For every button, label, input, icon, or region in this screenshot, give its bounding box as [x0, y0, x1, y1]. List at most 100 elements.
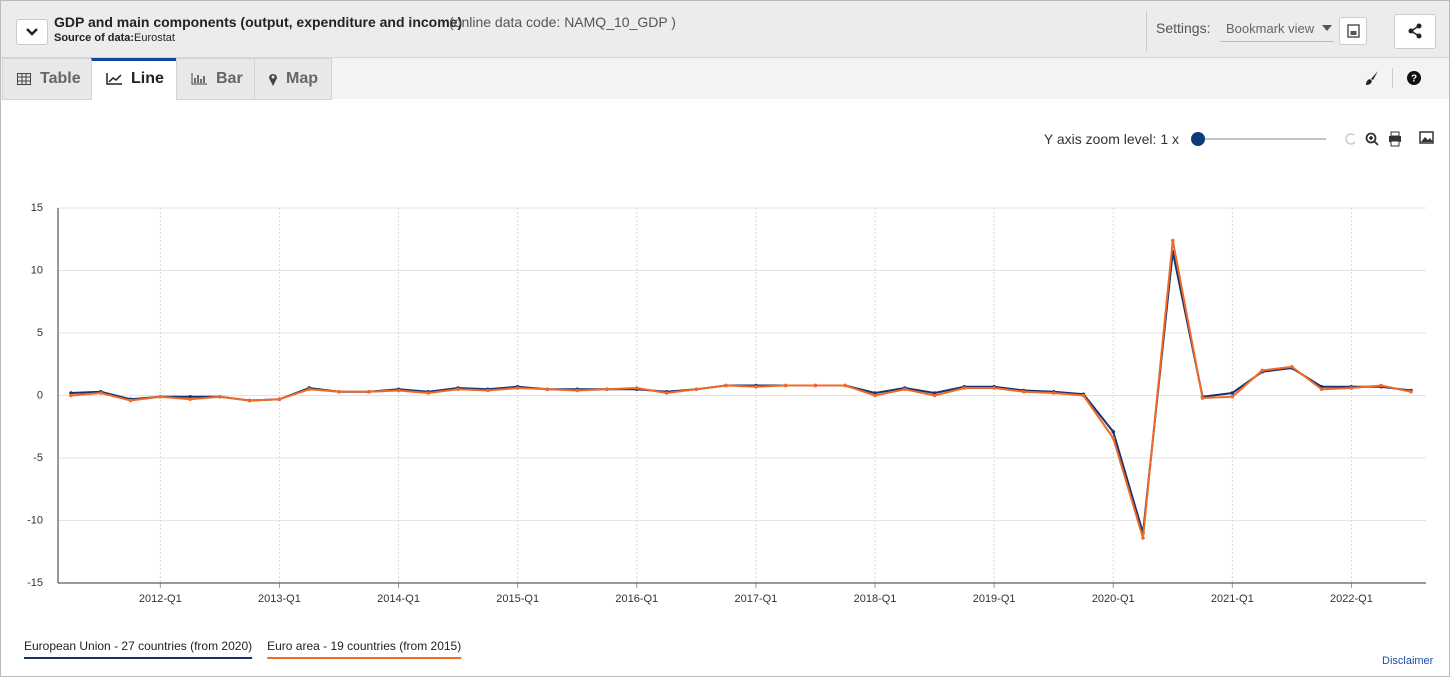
data-point [188, 394, 192, 399]
share-icon [1408, 23, 1422, 39]
data-point [1170, 238, 1175, 243]
data-point [1051, 391, 1056, 395]
dropdown-arrow [1322, 25, 1332, 31]
data-point [1319, 387, 1324, 392]
zoom-slider-handle[interactable] [1191, 132, 1205, 146]
save-button[interactable] [1339, 17, 1367, 45]
y-tick-label: 15 [31, 202, 43, 214]
zoom-icon[interactable] [1365, 132, 1379, 146]
data-point [962, 386, 967, 390]
legend-label: European Union - 27 countries (from 2020… [24, 639, 252, 653]
x-tick-label: 2019-Q1 [973, 593, 1016, 605]
data-point [1379, 383, 1384, 388]
data-point [873, 391, 877, 395]
data-point [188, 397, 192, 402]
y-tick-label: 10 [31, 264, 43, 276]
tab-label: Map [286, 70, 318, 87]
y-tick-label: -10 [27, 514, 43, 526]
data-point [1022, 389, 1026, 394]
data-point [1200, 396, 1205, 400]
data-point [396, 388, 401, 393]
tab-bar: Table Line Bar Map ? [1, 58, 1449, 100]
legend-item[interactable]: Euro area - 19 countries (from 2015) [267, 639, 461, 659]
data-point [69, 391, 73, 395]
print-icon[interactable] [1389, 131, 1401, 147]
data-point [1081, 393, 1086, 398]
data-point [337, 389, 341, 394]
data-point [1230, 391, 1235, 395]
data-point [694, 387, 699, 392]
data-point [1230, 394, 1235, 399]
dataset-title: GDP and main components (output, expendi… [54, 14, 463, 30]
data-point [545, 387, 550, 392]
x-tick-label: 2021-Q1 [1211, 593, 1254, 605]
svg-text:?: ? [1411, 74, 1417, 85]
x-tick-label: 2013-Q1 [258, 593, 301, 605]
legend-label: Euro area - 19 countries (from 2015) [267, 639, 461, 653]
data-point [1409, 389, 1413, 394]
dropdown-value: Bookmark view [1226, 21, 1315, 36]
bookmark-dropdown[interactable]: Bookmark view [1220, 15, 1334, 42]
share-button[interactable] [1394, 14, 1436, 49]
data-point [813, 383, 818, 388]
source-label: Source of data: [54, 32, 135, 44]
x-tick-label: 2017-Q1 [734, 593, 777, 605]
data-point [754, 384, 758, 389]
data-point [98, 391, 103, 395]
image-icon[interactable] [1419, 131, 1434, 144]
tab-map[interactable]: Map [254, 58, 332, 100]
data-point [486, 388, 490, 393]
reset-icon[interactable] [1345, 133, 1356, 145]
x-tick-label: 2022-Q1 [1330, 593, 1373, 605]
separator [1392, 68, 1393, 88]
tab-bar[interactable]: Bar [176, 58, 255, 100]
data-point [307, 387, 312, 392]
data-point [426, 391, 431, 395]
data-point [277, 397, 282, 402]
data-point [634, 386, 639, 390]
data-point [456, 387, 460, 392]
y-tick-label: -15 [27, 577, 43, 589]
save-icon [1347, 24, 1360, 38]
data-point [605, 387, 609, 392]
collapse-button[interactable] [16, 19, 48, 45]
help-icon[interactable]: ? [1407, 71, 1421, 85]
legend-item[interactable]: European Union - 27 countries (from 2020… [24, 639, 252, 659]
settings-label: Settings: [1156, 20, 1211, 36]
data-point [724, 383, 728, 388]
header: GDP and main components (output, expendi… [1, 1, 1449, 58]
y-tick-label: -5 [33, 452, 43, 464]
style-icon[interactable] [1364, 70, 1380, 86]
tab-line[interactable]: Line [91, 58, 177, 99]
data-point [247, 398, 252, 403]
data-point [218, 394, 222, 399]
chevron-icon [26, 28, 38, 36]
data-point [932, 391, 937, 395]
x-tick-label: 2015-Q1 [496, 593, 539, 605]
data-point [1260, 368, 1264, 373]
separator [1146, 11, 1147, 51]
x-tick-label: 2018-Q1 [854, 593, 897, 605]
data-point [366, 389, 371, 394]
y-tick-label: 0 [37, 389, 43, 401]
data-point [932, 393, 937, 398]
x-tick-label: 2016-Q1 [615, 593, 658, 605]
source-value: Eurostat [134, 32, 175, 44]
data-point [575, 388, 580, 393]
series-line [70, 251, 1412, 534]
data-point [69, 393, 73, 398]
data-point [873, 393, 877, 398]
tab-table[interactable]: Table [2, 58, 92, 100]
disclaimer-link[interactable]: Disclaimer [1382, 655, 1434, 667]
tab-label: Line [131, 70, 164, 87]
chart-toolbar [1191, 131, 1434, 147]
map-icon [269, 74, 277, 86]
x-tick-label: 2012-Q1 [139, 593, 182, 605]
data-point [1111, 429, 1116, 434]
bar-icon [191, 73, 207, 85]
data-point [1349, 386, 1354, 390]
tab-label: Bar [216, 70, 243, 87]
data-point [1290, 364, 1294, 369]
series-line [70, 240, 1412, 539]
